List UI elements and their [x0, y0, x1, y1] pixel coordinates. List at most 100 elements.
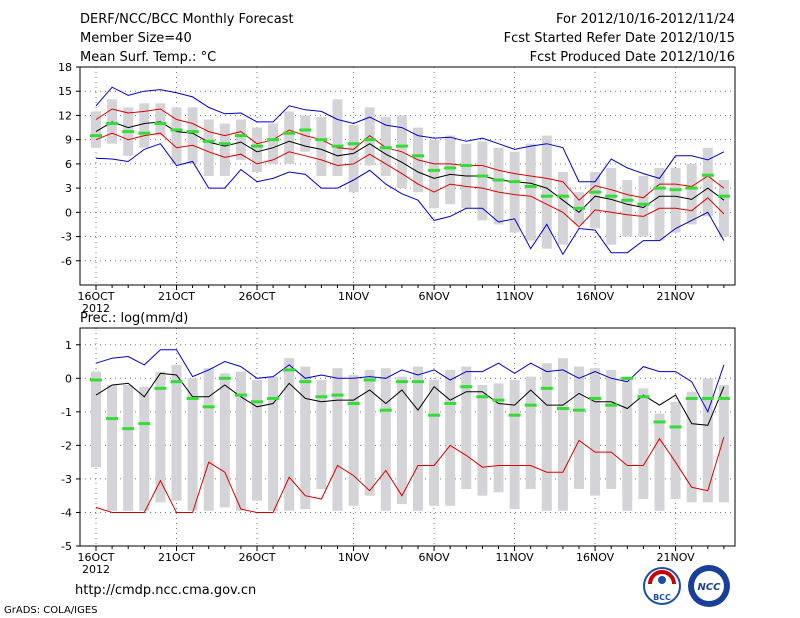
y-tick-label: -4	[61, 506, 72, 519]
x-tick-label: 11NOV	[495, 551, 534, 564]
ensemble-box	[509, 151, 520, 233]
forecast-period: For 2012/10/16-2012/11/24	[556, 12, 735, 27]
ensemble-box	[123, 385, 134, 511]
y-tick-label: 15	[58, 85, 72, 98]
observed-marker	[315, 138, 328, 142]
y-tick-label: -3	[61, 231, 72, 244]
observed-marker	[556, 406, 569, 410]
max-line	[95, 86, 725, 183]
observed-marker	[460, 385, 473, 389]
observed-marker	[524, 184, 537, 188]
ensemble-box	[622, 378, 633, 511]
ensemble-box	[332, 99, 343, 176]
min-line	[95, 436, 725, 513]
svg-text:NCC: NCC	[697, 582, 721, 593]
ensemble-box	[702, 147, 713, 217]
ensemble-box	[187, 107, 198, 164]
ensemble-box	[332, 368, 343, 511]
observed-marker	[395, 380, 408, 384]
observed-marker	[605, 194, 618, 198]
y-tick-label: -5	[61, 540, 72, 553]
ensemble-box	[509, 379, 520, 510]
ensemble-box	[493, 383, 504, 493]
ensemble-box	[316, 117, 327, 176]
y-tick-label: 18	[58, 61, 72, 74]
observed-marker	[476, 395, 489, 399]
ensemble-box	[461, 366, 472, 489]
observed-marker	[170, 380, 183, 384]
ensemble-box	[413, 366, 423, 511]
observed-marker	[186, 130, 199, 134]
observed-marker	[412, 154, 424, 158]
ensemble-box	[252, 127, 262, 172]
observed-marker	[444, 401, 457, 405]
observed-marker	[122, 130, 135, 134]
year-label: 2012	[82, 563, 110, 576]
chart-title: DERF/NCC/BCC Monthly Forecast	[80, 12, 294, 27]
observed-marker	[540, 386, 553, 390]
observed-marker	[669, 425, 682, 429]
ensemble-box	[139, 103, 150, 148]
observed-marker	[492, 178, 505, 182]
ensemble-box	[91, 371, 101, 468]
ensemble-box	[429, 139, 440, 209]
observed-marker	[283, 368, 296, 372]
ensemble-box	[525, 376, 536, 489]
ensemble-box	[638, 388, 649, 500]
observed-marker	[685, 186, 698, 190]
lower-line	[95, 132, 725, 228]
ensemble-box	[477, 141, 488, 221]
observed-marker	[701, 173, 714, 177]
ensemble-box	[107, 385, 118, 511]
ensemble-box	[670, 401, 681, 500]
observed-marker	[653, 186, 666, 190]
ensemble-box	[91, 111, 101, 148]
observed-marker	[106, 417, 119, 421]
ensemble-box	[445, 369, 456, 506]
ensemble-box	[622, 180, 633, 237]
observed-marker	[395, 144, 408, 148]
observed-marker	[573, 408, 585, 412]
observed-marker	[492, 398, 505, 402]
member-size-label: Member Size=40	[80, 31, 192, 46]
ensemble-box	[718, 180, 729, 237]
ensemble-box	[718, 385, 729, 503]
y-tick-label: -1	[61, 406, 72, 419]
x-tick-label: 21NOV	[656, 551, 695, 564]
observed-marker	[476, 174, 489, 178]
x-tick-label: 16OCT	[77, 290, 114, 303]
y-tick-label: 9	[65, 134, 72, 147]
ensemble-box	[268, 376, 279, 511]
max-line	[95, 349, 725, 414]
x-tick-label: 16NOV	[576, 290, 615, 303]
svg-text:BCC: BCC	[653, 593, 671, 602]
upper-line	[95, 108, 725, 201]
ensemble-box	[235, 119, 246, 160]
min-line	[95, 143, 725, 256]
refer-date: Fcst Started Refer Date 2012/10/15	[504, 31, 735, 46]
mean-line	[95, 121, 725, 213]
ensemble-box	[219, 373, 230, 508]
x-tick-label: 6NOV	[418, 290, 450, 303]
observed-marker	[90, 378, 102, 382]
x-tick-label: 21NOV	[656, 290, 695, 303]
observed-marker	[701, 396, 714, 400]
year-label: 2012	[82, 302, 110, 315]
observed-marker	[363, 378, 376, 382]
observed-marker	[621, 376, 634, 380]
observed-marker	[540, 194, 553, 198]
observed-marker	[186, 396, 199, 400]
ensemble-box	[268, 123, 279, 164]
ensemble-box	[203, 119, 214, 176]
observed-marker	[653, 420, 666, 424]
x-tick-label: 11NOV	[495, 290, 534, 303]
y-tick-label: -2	[61, 439, 72, 452]
ensemble-box	[686, 163, 697, 225]
observed-marker	[621, 198, 634, 202]
observed-marker	[331, 393, 344, 397]
observed-marker	[589, 396, 602, 400]
observed-marker	[154, 122, 167, 126]
ensemble-box	[155, 103, 166, 136]
observed-marker	[379, 408, 392, 412]
observed-marker	[283, 131, 296, 135]
